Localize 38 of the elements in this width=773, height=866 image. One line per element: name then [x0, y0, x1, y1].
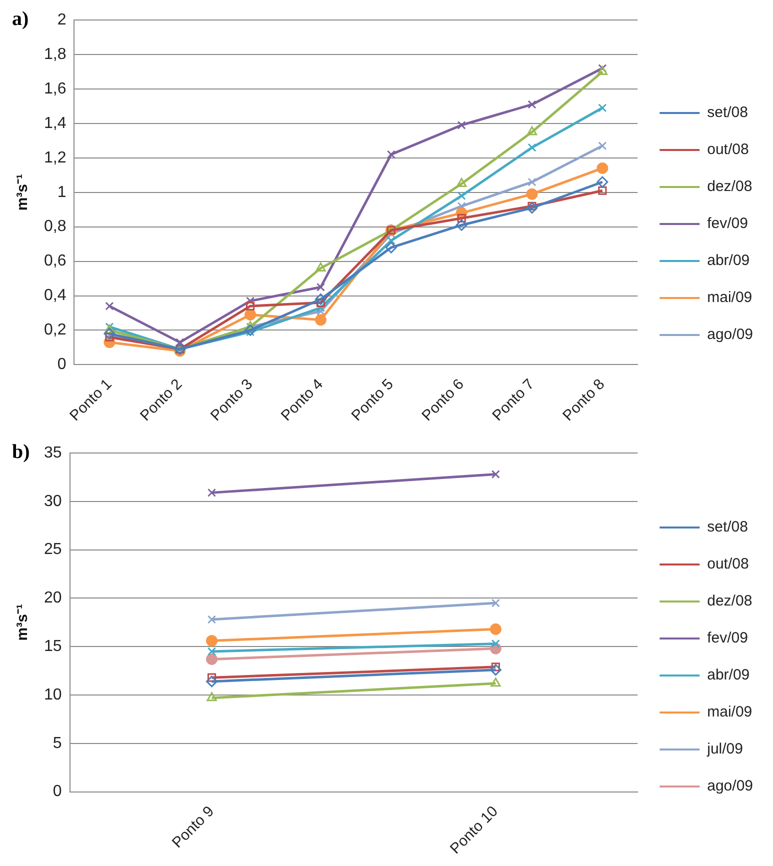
legend-label: fev/09: [707, 215, 748, 232]
y-tick-label: 2: [57, 11, 66, 28]
y-tick-label: 0: [52, 783, 62, 800]
legend-label: mai/09: [707, 704, 752, 721]
y-axis-title: m³s⁻¹: [14, 604, 32, 641]
chart-title: b): [12, 441, 30, 464]
y-tick-label: 1,8: [44, 46, 66, 63]
legend-label: out/08: [707, 556, 749, 573]
y-tick-label: 5: [52, 734, 62, 752]
legend-label: mai/09: [707, 289, 752, 306]
legend-label: set/08: [707, 518, 748, 536]
y-tick-label: 35: [44, 444, 62, 462]
y-tick-label: 20: [44, 590, 62, 607]
chart-title: a): [12, 8, 29, 31]
y-tick-label: 0,6: [44, 252, 66, 270]
legend-label: abr/09: [707, 252, 750, 270]
y-tick-label: 0,2: [44, 322, 66, 339]
y-tick-label: 0: [57, 356, 66, 374]
y-tick-label: 10: [44, 686, 62, 704]
y-tick-label: 30: [44, 492, 62, 510]
legend-label: fev/09: [707, 630, 748, 647]
y-tick-label: 1,4: [44, 114, 66, 132]
y-tick-label: 0,4: [44, 287, 66, 304]
y-tick-label: 0,8: [44, 218, 66, 236]
legend-label: ago/09: [707, 778, 754, 795]
legend-label: ago/09: [707, 326, 754, 344]
y-tick-label: 1: [57, 184, 66, 201]
legend-label: set/08: [707, 104, 748, 122]
legend-label: abr/09: [707, 666, 750, 684]
y-tick-label: 25: [44, 541, 62, 558]
legend-label: dez/08: [707, 178, 752, 196]
legend-label: jul/09: [706, 740, 743, 758]
legend-label: dez/08: [707, 592, 752, 610]
y-tick-label: 1,2: [44, 149, 66, 166]
y-tick-label: 1,6: [44, 80, 66, 98]
y-axis-title: m³s⁻¹: [14, 174, 32, 211]
y-tick-label: 15: [44, 638, 62, 656]
legend-label: out/08: [707, 141, 749, 158]
